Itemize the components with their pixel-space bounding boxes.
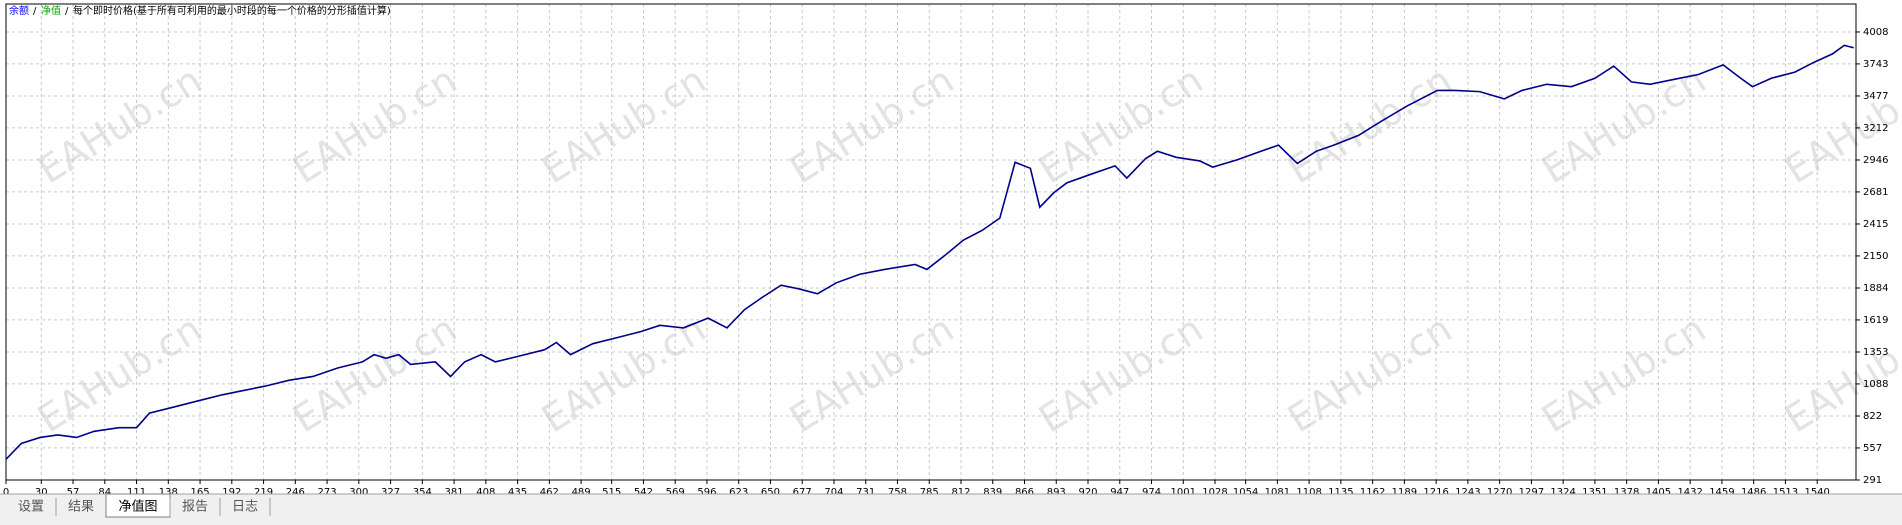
x-tick-label: 300 bbox=[349, 487, 368, 498]
x-tick-label: 192 bbox=[222, 487, 241, 498]
equity-label: 净值 bbox=[41, 4, 61, 17]
separator: / bbox=[65, 6, 69, 17]
x-tick-label: 1216 bbox=[1423, 487, 1448, 498]
y-tick-label: 2681 bbox=[1863, 187, 1888, 198]
x-tick-label: 650 bbox=[761, 487, 780, 498]
tabs: 设置 结果 净值图 报告 日志 bbox=[18, 493, 271, 518]
x-tick-label: 57 bbox=[67, 487, 80, 498]
x-tick-label: 1162 bbox=[1360, 487, 1385, 498]
y-tick-label: 3212 bbox=[1863, 123, 1888, 134]
plot-frame bbox=[5, 3, 1857, 481]
x-tick-label: 138 bbox=[159, 487, 178, 498]
x-tick-label: 1243 bbox=[1455, 487, 1480, 498]
x-tick-label: 1108 bbox=[1296, 487, 1321, 498]
x-tick-label: 273 bbox=[318, 487, 337, 498]
grid bbox=[5, 4, 1856, 481]
tab[interactable]: 报告 bbox=[182, 500, 208, 515]
tab[interactable]: 日志 bbox=[232, 500, 258, 515]
tab[interactable]: 净值图 bbox=[118, 499, 157, 515]
x-tick-label: 30 bbox=[35, 487, 48, 498]
x-tick-label: 1513 bbox=[1773, 487, 1798, 498]
x-tick-label: 408 bbox=[476, 487, 495, 498]
x-tick-label: 596 bbox=[697, 487, 716, 498]
x-tick-label: 1189 bbox=[1392, 487, 1417, 498]
y-tick-label: 2415 bbox=[1863, 219, 1888, 230]
y-tick-label: 291 bbox=[1863, 475, 1882, 486]
x-tick-label: 1028 bbox=[1202, 487, 1227, 498]
y-tick-label: 2946 bbox=[1863, 155, 1888, 166]
x-tick-label: 1351 bbox=[1582, 487, 1607, 498]
y-tick-label: 1353 bbox=[1863, 347, 1888, 358]
y-tick-label: 3477 bbox=[1863, 91, 1888, 102]
x-tick-label: 866 bbox=[1015, 487, 1034, 498]
x-tick-label: 0 bbox=[3, 487, 9, 498]
balance-label: 余额 bbox=[9, 4, 29, 17]
x-tick-label: 489 bbox=[572, 487, 591, 498]
x-tick-label: 920 bbox=[1078, 487, 1097, 498]
y-tick-label: 1619 bbox=[1863, 315, 1888, 326]
x-tick-label: 1459 bbox=[1709, 487, 1734, 498]
x-tick-label: 839 bbox=[983, 487, 1002, 498]
y-tick-label: 2150 bbox=[1863, 251, 1888, 262]
x-tick-label: 462 bbox=[540, 487, 559, 498]
x-tick-label: 623 bbox=[729, 487, 748, 498]
x-tick-label: 974 bbox=[1142, 487, 1161, 498]
y-tick-label: 557 bbox=[1863, 443, 1882, 454]
x-tick-label: 893 bbox=[1047, 487, 1066, 498]
x-tick-label: 219 bbox=[254, 487, 273, 498]
x-tick-label: 435 bbox=[508, 487, 527, 498]
series-line bbox=[5, 44, 1854, 460]
x-tick-label: 758 bbox=[888, 487, 907, 498]
x-tick-label: 165 bbox=[191, 487, 210, 498]
x-tick-label: 111 bbox=[127, 487, 146, 498]
x-tick-label: 812 bbox=[951, 487, 970, 498]
x-tick-label: 569 bbox=[666, 487, 685, 498]
y-tick-label: 1884 bbox=[1863, 283, 1888, 294]
x-tick-label: 381 bbox=[445, 487, 464, 498]
x-tick-label: 327 bbox=[381, 487, 400, 498]
tab-bar bbox=[0, 494, 1902, 525]
y-tick-label: 822 bbox=[1863, 411, 1882, 422]
x-tick-label: 1135 bbox=[1328, 487, 1353, 498]
x-tick-label: 354 bbox=[413, 487, 432, 498]
tab[interactable]: 结果 bbox=[68, 500, 94, 515]
x-tick-label: 1324 bbox=[1550, 487, 1575, 498]
x-tick-label: 84 bbox=[98, 487, 111, 498]
x-tick-label: 542 bbox=[634, 487, 653, 498]
x-tick-label: 1405 bbox=[1646, 487, 1671, 498]
x-tick-label: 1432 bbox=[1677, 487, 1702, 498]
subtitle: 每个即时价格(基于所有可利用的最小时段的每一个价格的分形插值计算) bbox=[73, 4, 391, 17]
x-tick-label: 515 bbox=[602, 487, 621, 498]
y-tick-label: 4008 bbox=[1863, 27, 1888, 38]
x-tick-label: 947 bbox=[1110, 487, 1129, 498]
x-tick-label: 1297 bbox=[1519, 487, 1544, 498]
x-tick-label: 1540 bbox=[1804, 487, 1829, 498]
x-tick-label: 731 bbox=[856, 487, 875, 498]
plot: 291 557 822 1088 1353 1619 1884 2150 2415 2681 294… bbox=[3, 27, 1889, 498]
x-tick-label: 1081 bbox=[1265, 487, 1290, 498]
x-tick-label: 1378 bbox=[1614, 487, 1639, 498]
y-tick-label: 3743 bbox=[1863, 59, 1888, 70]
x-tick-label: 1270 bbox=[1487, 487, 1512, 498]
x-tick-label: 677 bbox=[793, 487, 812, 498]
y-tick-label: 1088 bbox=[1863, 379, 1888, 390]
tab[interactable]: 设置 bbox=[18, 500, 44, 515]
x-tick-label: 1054 bbox=[1233, 487, 1258, 498]
x-tick-label: 704 bbox=[824, 487, 843, 498]
x-tick-label: 785 bbox=[920, 487, 939, 498]
separator: / bbox=[33, 6, 37, 17]
x-tick-label: 246 bbox=[286, 487, 305, 498]
x-tick-label: 1486 bbox=[1741, 487, 1766, 498]
x-tick-label: 1001 bbox=[1171, 487, 1196, 498]
header: 余额 / 净值 / 每个即时价格(基于所有可利用的最小时段的每一个价格的分形插值… bbox=[9, 4, 391, 17]
